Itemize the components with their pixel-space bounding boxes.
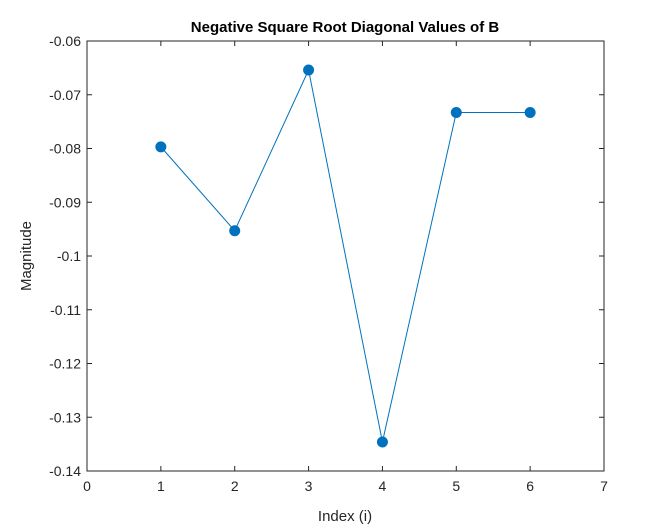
y-tick-label: -0.06 bbox=[49, 33, 81, 49]
y-axis-label: Magnitude bbox=[18, 221, 35, 291]
tick-labels: 0 1 2 3 4 5 6 7 -0.14 -0.13 -0.12 -0.11 -0.1 -0.09 -0.… bbox=[49, 33, 608, 494]
x-tick-label: 1 bbox=[157, 478, 165, 494]
chart-title: Negative Square Root Diagonal Values of … bbox=[191, 19, 500, 36]
y-tick-label: -0.08 bbox=[49, 141, 81, 157]
y-tick-label: -0.12 bbox=[49, 356, 81, 372]
y-tick-label: -0.11 bbox=[50, 302, 81, 318]
series-line bbox=[160, 68, 531, 443]
x-tick-label: 7 bbox=[600, 478, 608, 494]
x-tick-label: 4 bbox=[379, 478, 387, 494]
data-point bbox=[376, 436, 388, 448]
series-layer bbox=[155, 64, 536, 448]
data-point bbox=[155, 141, 167, 153]
x-tick-label: 6 bbox=[526, 478, 534, 494]
x-tick-label: 5 bbox=[452, 478, 460, 494]
data-point bbox=[303, 64, 315, 76]
x-tick-label: 2 bbox=[231, 478, 239, 494]
data-point bbox=[450, 106, 462, 118]
data-point bbox=[524, 106, 536, 118]
y-tick-label: -0.07 bbox=[49, 87, 81, 103]
x-tick-label: 3 bbox=[305, 478, 313, 494]
ticks bbox=[86, 40, 605, 472]
y-tick-label: -0.09 bbox=[49, 194, 81, 210]
data-point bbox=[229, 225, 241, 237]
y-tick-label: -0.13 bbox=[49, 409, 81, 425]
y-tick-label: -0.14 bbox=[49, 463, 81, 479]
x-axis-label: Index (i) bbox=[318, 508, 372, 525]
y-tick-label: -0.1 bbox=[57, 248, 81, 264]
x-tick-label: 0 bbox=[83, 478, 91, 494]
plot-area: 0 1 2 3 4 5 6 7 -0.14 -0.13 -0.12 -0.11 -0.1 -0.09 -0.… bbox=[49, 33, 608, 494]
